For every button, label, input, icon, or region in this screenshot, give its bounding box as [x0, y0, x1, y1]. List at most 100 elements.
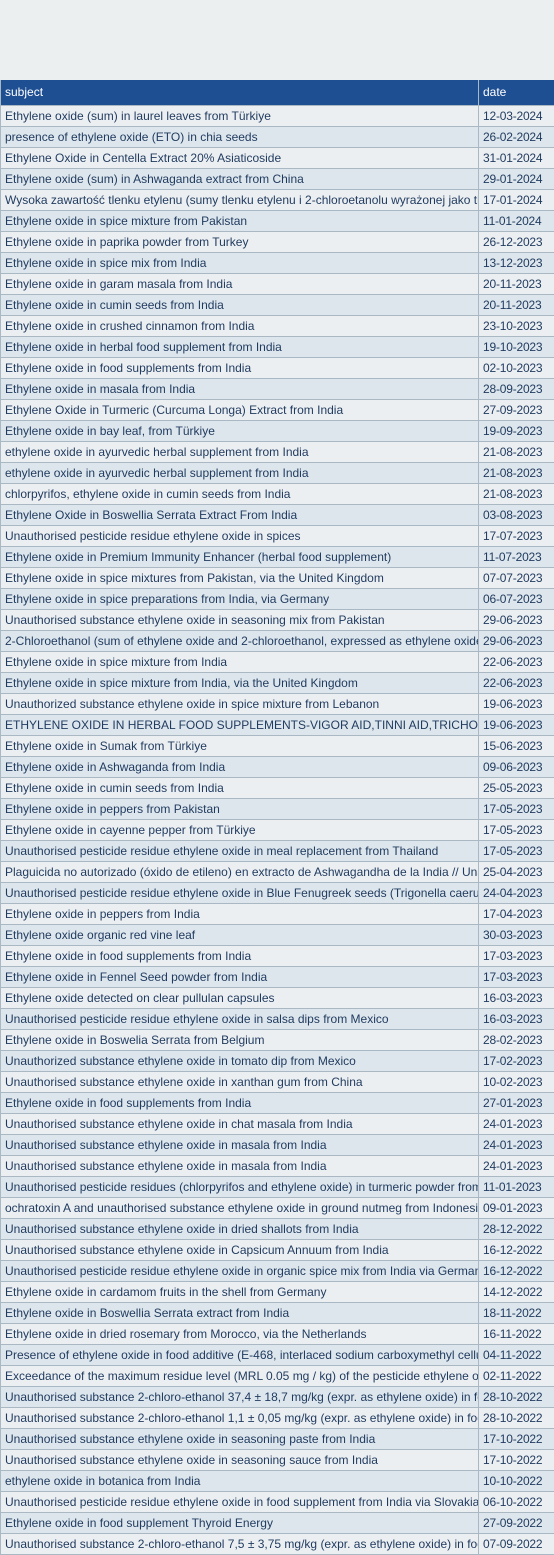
column-header-subject[interactable]: subject	[1, 80, 479, 106]
table-row[interactable]: Ethylene oxide in herbal food supplement…	[1, 337, 554, 358]
table-row[interactable]: Unauthorised substance ethylene oxide in…	[1, 1072, 554, 1093]
table-row[interactable]: Unauthorised pesticide residue ethylene …	[1, 526, 554, 547]
table-row[interactable]: Ethylene oxide in paprika powder from Tu…	[1, 232, 554, 253]
table-row[interactable]: Unauthorised substance ethylene oxide in…	[1, 1156, 554, 1177]
table-row[interactable]: Ethylene oxide in spice mix from India13…	[1, 253, 554, 274]
table-row[interactable]: presence of ethylene oxide (ETO) in chia…	[1, 127, 554, 148]
table-row[interactable]: Unauthorised substance ethylene oxide in…	[1, 1135, 554, 1156]
table-row[interactable]: Ethylene Oxide in Boswellia Serrata Extr…	[1, 505, 554, 526]
table-row[interactable]: Unauthorised pesticide residue ethylene …	[1, 841, 554, 862]
cell-subject: Ethylene oxide in crushed cinnamon from …	[1, 316, 479, 337]
table-row[interactable]: ethylene oxide in botanica from India10-…	[1, 1471, 554, 1492]
table-row[interactable]: Ethylene oxide in Ashwaganda from India0…	[1, 757, 554, 778]
table-row[interactable]: Ethylene Oxide in Turmeric (Curcuma Long…	[1, 400, 554, 421]
cell-subject: presence of ethylene oxide (ETO) in chia…	[1, 127, 479, 148]
table-row[interactable]: Unauthorised substance 2-chloro-ethanol …	[1, 1408, 554, 1429]
table-row[interactable]: Wysoka zawartość tlenku etylenu (sumy tl…	[1, 190, 554, 211]
table-row[interactable]: Ethylene oxide in spice mixture from Ind…	[1, 673, 554, 694]
cell-date: 24-01-2023	[479, 1114, 554, 1135]
cell-subject: Ethylene oxide in Boswellia Serrata extr…	[1, 1303, 479, 1324]
cell-subject: Ethylene oxide in cardamom fruits in the…	[1, 1282, 479, 1303]
table-row[interactable]: ethylene oxide in ayurvedic herbal suppl…	[1, 463, 554, 484]
table-row[interactable]: Unauthorized substance ethylene oxide in…	[1, 1051, 554, 1072]
cell-date: 24-01-2023	[479, 1135, 554, 1156]
cell-subject: Unauthorised pesticide residue ethylene …	[1, 1492, 479, 1513]
table-row[interactable]: Ethylene oxide in spice preparations fro…	[1, 589, 554, 610]
cell-subject: Ethylene oxide in herbal food supplement…	[1, 337, 479, 358]
cell-date: 06-07-2023	[479, 589, 554, 610]
table-row[interactable]: Ethylene oxide in masala from India28-09…	[1, 379, 554, 400]
table-row[interactable]: Ethylene Oxide in Centella Extract 20% A…	[1, 148, 554, 169]
table-row[interactable]: Unauthorised pesticide residue ethylene …	[1, 1261, 554, 1282]
cell-date: 17-02-2023	[479, 1051, 554, 1072]
cell-date: 17-05-2023	[479, 820, 554, 841]
table-row[interactable]: Plaguicida no autorizado (óxido de etile…	[1, 862, 554, 883]
cell-date: 17-01-2024	[479, 190, 554, 211]
table-row[interactable]: Unauthorised substance ethylene oxide in…	[1, 1429, 554, 1450]
cell-subject: Ethylene oxide in Sumak from Türkiye	[1, 736, 479, 757]
table-row[interactable]: Unauthorised pesticide residue ethylene …	[1, 1009, 554, 1030]
table-row[interactable]: Ethylene oxide in Sumak from Türkiye15-0…	[1, 736, 554, 757]
table-row[interactable]: ETHYLENE OXIDE IN HERBAL FOOD SUPPLEMENT…	[1, 715, 554, 736]
table-row[interactable]: Ethylene oxide in cayenne pepper from Tü…	[1, 820, 554, 841]
table-row[interactable]: Ethylene oxide in Premium Immunity Enhan…	[1, 547, 554, 568]
table-row[interactable]: Ethylene oxide in cardamom fruits in the…	[1, 1282, 554, 1303]
table-row[interactable]: ochratoxin A and unauthorised substance …	[1, 1198, 554, 1219]
cell-subject: Unauthorised pesticide residue ethylene …	[1, 841, 479, 862]
table-row[interactable]: Unauthorised pesticide residues (chlorpy…	[1, 1177, 554, 1198]
table-row[interactable]: Ethylene oxide in food supplement Thyroi…	[1, 1513, 554, 1534]
table-row[interactable]: Ethylene oxide in food supplements from …	[1, 946, 554, 967]
table-row[interactable]: 2-Chloroethanol (sum of ethylene oxide a…	[1, 631, 554, 652]
table-row[interactable]: Ethylene oxide in spice mixtures from Pa…	[1, 568, 554, 589]
cell-subject: Unauthorised substance ethylene oxide in…	[1, 1429, 479, 1450]
table-row[interactable]: Ethylene oxide in dried rosemary from Mo…	[1, 1324, 554, 1345]
table-row[interactable]: Unauthorised substance ethylene oxide in…	[1, 1114, 554, 1135]
table-row[interactable]: Ethylene oxide in spice mixture from Ind…	[1, 652, 554, 673]
table-row[interactable]: Unauthorized substance ethylene oxide in…	[1, 694, 554, 715]
table-row[interactable]: Unauthorised substance 2-chloro-ethanol …	[1, 1387, 554, 1408]
cell-subject: Ethylene oxide in food supplements from …	[1, 358, 479, 379]
cell-subject: Unauthorised substance 2-chloro-ethanol …	[1, 1387, 479, 1408]
cell-date: 14-12-2022	[479, 1282, 554, 1303]
table-row[interactable]: Ethylene oxide in Boswelia Serrata from …	[1, 1030, 554, 1051]
table-row[interactable]: Ethylene oxide (sum) in Ashwaganda extra…	[1, 169, 554, 190]
cell-subject: Unauthorised substance ethylene oxide in…	[1, 1240, 479, 1261]
table-row[interactable]: ethylene oxide in ayurvedic herbal suppl…	[1, 442, 554, 463]
cell-date: 11-01-2023	[479, 1177, 554, 1198]
table-row[interactable]: Ethylene oxide in garam masala from Indi…	[1, 274, 554, 295]
table-row[interactable]: Unauthorised substance ethylene oxide in…	[1, 1219, 554, 1240]
table-row[interactable]: Ethylene oxide in spice mixture from Pak…	[1, 211, 554, 232]
cell-date: 10-10-2022	[479, 1471, 554, 1492]
table-row[interactable]: Ethylene oxide in crushed cinnamon from …	[1, 316, 554, 337]
table-row[interactable]: Ethylene oxide in peppers from Pakistan1…	[1, 799, 554, 820]
column-header-date[interactable]: date	[479, 80, 554, 106]
table-row[interactable]: Ethylene oxide in food supplements from …	[1, 358, 554, 379]
table-row[interactable]: Presence of ethylene oxide in food addit…	[1, 1345, 554, 1366]
cell-date: 22-06-2023	[479, 673, 554, 694]
table-row[interactable]: Exceedance of the maximum residue level …	[1, 1366, 554, 1387]
table-row[interactable]: Ethylene oxide in food supplements from …	[1, 1093, 554, 1114]
table-row[interactable]: Unauthorised pesticide residue ethylene …	[1, 1492, 554, 1513]
table-row[interactable]: Ethylene oxide organic red vine leaf30-0…	[1, 925, 554, 946]
cell-date: 17-03-2023	[479, 946, 554, 967]
table-row[interactable]: Ethylene oxide in cumin seeds from India…	[1, 778, 554, 799]
top-spacer	[0, 0, 554, 80]
table-row[interactable]: Ethylene oxide in peppers from India17-0…	[1, 904, 554, 925]
table-row[interactable]: Ethylene oxide (sum) in laurel leaves fr…	[1, 106, 554, 127]
table-row[interactable]: Ethylene oxide in Fennel Seed powder fro…	[1, 967, 554, 988]
table-row[interactable]: chlorpyrifos, ethylene oxide in cumin se…	[1, 484, 554, 505]
cell-date: 25-04-2023	[479, 862, 554, 883]
table-row[interactable]: Ethylene oxide in bay leaf, from Türkiye…	[1, 421, 554, 442]
table-row[interactable]: Ethylene oxide detected on clear pullula…	[1, 988, 554, 1009]
cell-date: 22-06-2023	[479, 652, 554, 673]
cell-date: 16-03-2023	[479, 1009, 554, 1030]
table-row[interactable]: Unauthorised substance ethylene oxide in…	[1, 1450, 554, 1471]
table-row[interactable]: Ethylene oxide in Boswellia Serrata extr…	[1, 1303, 554, 1324]
table-row[interactable]: Unauthorised substance 2-chloro-ethanol …	[1, 1534, 554, 1555]
table-row[interactable]: Unauthorised substance ethylene oxide in…	[1, 610, 554, 631]
table-row[interactable]: Ethylene oxide in cumin seeds from India…	[1, 295, 554, 316]
cell-subject: Ethylene oxide in garam masala from Indi…	[1, 274, 479, 295]
table-row[interactable]: Unauthorised substance ethylene oxide in…	[1, 1240, 554, 1261]
cell-subject: Ethylene oxide in peppers from Pakistan	[1, 799, 479, 820]
table-row[interactable]: Unauthorised pesticide residue ethylene …	[1, 883, 554, 904]
